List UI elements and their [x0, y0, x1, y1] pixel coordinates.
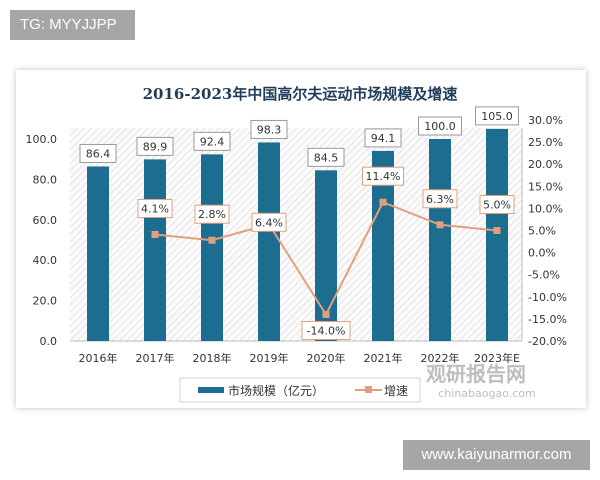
y-left-tick: 100.0	[26, 133, 58, 146]
bar-label-box	[364, 128, 402, 148]
bar-data-label: 84.5	[314, 151, 339, 164]
y-right-tick: -15.0%	[528, 313, 567, 326]
y-left-tick: 40.0	[33, 254, 58, 267]
x-tick: 2023年E	[474, 351, 520, 365]
y-right-tick: -20.0%	[528, 335, 567, 348]
bar-label-box	[250, 119, 288, 139]
chart-title: 2016-2023年中国高尔夫运动市场规模及增速	[143, 85, 458, 103]
watermark: 观研报告网 chinabaogao.com	[426, 362, 536, 400]
y-left-tick: 60.0	[33, 214, 58, 227]
bar-label-box	[475, 106, 519, 126]
y-right-tick: 20.0%	[528, 158, 563, 171]
legend-bar-label: 市场规模（亿元）	[228, 383, 324, 398]
bar-data-label: 100.0	[424, 120, 456, 133]
y-left-tick: 0.0	[40, 335, 58, 348]
legend-bar-swatch	[198, 387, 224, 393]
legend-line-marker	[365, 386, 372, 393]
y-left-tick: 80.0	[33, 173, 58, 186]
bar	[486, 128, 508, 341]
line-data-label: 6.3%	[426, 193, 454, 206]
line-marker	[322, 310, 330, 318]
y-right-tick: -10.0%	[528, 291, 567, 304]
line-marker	[208, 236, 216, 244]
y-right-tick: -5.0%	[528, 269, 560, 282]
y-right-tick: 5.0%	[528, 225, 556, 238]
bar	[144, 159, 166, 341]
bar	[429, 139, 451, 341]
line-marker	[493, 227, 501, 234]
bar-data-label: 105.0	[481, 110, 513, 123]
bar-label-box	[79, 143, 117, 163]
bar	[258, 142, 280, 341]
line-data-label: -14.0%	[307, 324, 346, 337]
legend: 市场规模（亿元） 增速	[179, 377, 421, 403]
line-label-box	[422, 189, 458, 209]
line-data-label: 6.4%	[255, 216, 283, 229]
bar-data-label: 98.3	[257, 123, 282, 136]
y-right-tick: 25.0%	[528, 136, 563, 149]
line-label-box	[362, 166, 404, 186]
line-marker	[436, 221, 444, 229]
line-data-label: 11.4%	[366, 170, 401, 183]
y-right-tick: 10.0%	[528, 202, 563, 215]
bar-label-box	[136, 136, 174, 156]
bar-label-box	[193, 131, 231, 151]
bar-data-label: 92.4	[200, 135, 225, 148]
line-data-label: 5.0%	[483, 199, 511, 212]
x-tick: 2019年	[250, 351, 289, 365]
line-label-box	[479, 195, 515, 214]
line-label-box	[194, 204, 230, 224]
bar-data-label: 89.9	[143, 140, 168, 153]
plot-area	[70, 128, 522, 341]
bar	[315, 170, 337, 341]
x-tick: 2021年	[364, 351, 403, 365]
bar	[372, 150, 394, 341]
bar-data-label: 86.4	[86, 147, 111, 160]
line-marker	[151, 230, 159, 238]
site-watermark: www.kaiyunarmor.com	[403, 440, 590, 470]
y-right-tick: 30.0%	[528, 114, 563, 127]
svg-text:chinabaogao.com: chinabaogao.com	[438, 387, 536, 400]
line-label-box	[137, 198, 173, 218]
x-tick: 2018年	[193, 351, 232, 365]
bar-label-box	[307, 147, 345, 167]
y-right-tick: 15.0%	[528, 180, 563, 193]
x-tick: 2022年	[421, 351, 460, 365]
x-tick: 2020年	[307, 351, 346, 365]
line-data-label: 2.8%	[198, 208, 226, 221]
line-data-label: 4.1%	[141, 202, 169, 215]
svg-text:观研报告网: 观研报告网	[426, 362, 526, 386]
bar	[201, 154, 223, 341]
x-tick: 2017年	[136, 351, 175, 365]
bar-label-box	[418, 116, 462, 136]
line-label-box	[301, 320, 351, 340]
y-right-tick: 0.0%	[528, 247, 556, 260]
legend-line-label: 增速	[384, 384, 408, 398]
line-marker	[379, 198, 387, 206]
tg-badge: TG: MYYJJPP	[10, 10, 135, 40]
line-label-box	[251, 212, 287, 232]
bar-data-label: 94.1	[371, 132, 396, 145]
bar	[87, 166, 109, 341]
x-tick: 2016年	[79, 351, 118, 365]
y-left-tick: 20.0	[33, 295, 58, 308]
